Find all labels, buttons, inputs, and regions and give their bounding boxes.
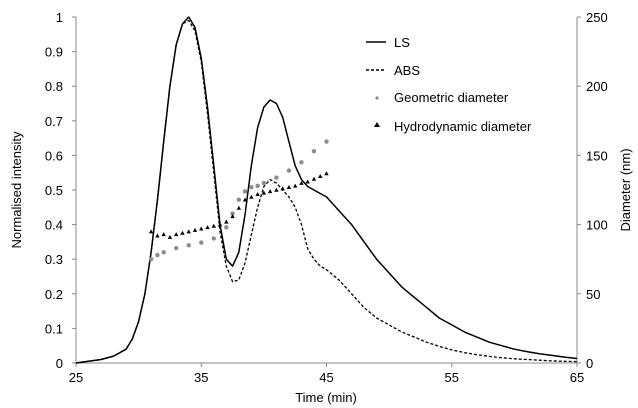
hydrodynamic-diameter-point <box>155 233 160 238</box>
hydrodynamic-diameter-point <box>148 229 154 234</box>
hydrodynamic-diameter-point <box>211 223 216 228</box>
y-left-tick-label: 0.5 <box>45 183 63 198</box>
x-tick-label: 65 <box>570 370 584 385</box>
hydrodynamic-diameter-point <box>267 189 273 194</box>
hydrodynamic-diameter-point <box>274 187 279 192</box>
hydrodynamic-diameter-point <box>292 183 298 188</box>
hydrodynamic-diameter-point <box>280 186 285 191</box>
hydrodynamic-diameter-point <box>186 229 191 234</box>
geometric-diameter-point <box>299 160 304 165</box>
y-right-tick-label: 50 <box>586 287 600 302</box>
hydrodynamic-diameter-point <box>205 225 210 230</box>
hydrodynamic-diameter-point <box>224 219 229 224</box>
y-axis-right-label: Diameter (nm) <box>618 148 633 231</box>
y-left-tick-label: 0.2 <box>45 287 63 302</box>
geometric-diameter-point <box>242 189 248 194</box>
series-layer <box>75 16 578 364</box>
geometric-diameter-point <box>211 236 216 241</box>
hydrodynamic-diameter-point <box>261 190 267 195</box>
hydrodynamic-diameter-point <box>242 197 248 202</box>
y-right-tick-label: 0 <box>586 356 593 371</box>
legend-ls-label: LS <box>394 35 410 50</box>
y-left-tick-label: 1 <box>56 10 63 25</box>
y-left-tick-label: 0.3 <box>45 252 63 267</box>
hydrodynamic-diameter-point <box>180 230 185 235</box>
legend-hydrodynamic-label: Hydrodynamic diameter <box>394 119 532 134</box>
y-right-tick-label: 100 <box>586 218 608 233</box>
y-left-tick-label: 0.8 <box>45 79 63 94</box>
legend-geometric-marker <box>375 96 379 100</box>
hydrodynamic-diameter-point <box>192 227 198 232</box>
hydrodynamic-diameter-point <box>236 205 242 210</box>
y-left-tick-label: 0 <box>56 356 63 371</box>
hydrodynamic-diameter-point <box>305 179 310 184</box>
x-tick-label: 25 <box>69 370 83 385</box>
hydrodynamic-diameter-point <box>255 191 260 196</box>
hydrodynamic-diameter-point <box>299 180 304 185</box>
geometric-diameter-point <box>148 257 154 262</box>
geometric-diameter-point <box>274 175 279 180</box>
hydrodynamic-diameter-point <box>217 222 223 227</box>
geometric-diameter-point <box>224 225 229 230</box>
legend-abs-label: ABS <box>394 63 420 78</box>
y-left-tick-label: 0.1 <box>45 321 63 336</box>
x-tick-label: 45 <box>319 370 333 385</box>
legend: LS ABS Geometric diameter Hydrodynamic d… <box>366 35 532 134</box>
y-left-tick-label: 0.9 <box>45 45 63 60</box>
geometric-diameter-point <box>199 240 204 245</box>
legend-hydrodynamic-marker <box>374 122 380 127</box>
geometric-diameter-point <box>186 243 191 248</box>
y-left-tick-label: 0.7 <box>45 114 63 129</box>
geometric-diameter-point <box>255 183 260 189</box>
tick-labels: 25 35 45 55 6500.10.20.30.40.50.60.70.80.910… <box>45 10 608 385</box>
geometric-diameter-point <box>155 252 160 258</box>
hydrodynamic-diameter-point <box>230 214 235 219</box>
legend-geometric-label: Geometric diameter <box>394 90 509 105</box>
y-right-tick-label: 200 <box>586 79 608 94</box>
geometric-diameter-point <box>261 180 267 186</box>
y-axis-left-label: Normalised intensity <box>9 131 24 249</box>
series-abs-line <box>75 19 578 364</box>
geometric-diameter-point <box>161 250 166 255</box>
series-ls-line <box>75 16 578 364</box>
hydrodynamic-diameter-point <box>161 232 166 237</box>
hydrodynamic-diameter-point <box>318 173 323 178</box>
hydrodynamic-diameter-point <box>286 185 292 190</box>
geometric-diameter-point <box>311 149 317 154</box>
hydrodynamic-diameter-point <box>167 234 173 239</box>
x-tick-label: 55 <box>445 370 459 385</box>
geometric-diameter-point <box>249 185 254 190</box>
hydrodynamic-diameter-point <box>249 194 254 199</box>
x-axis-label: Time (min) <box>295 390 357 405</box>
hydrodynamic-diameter-point <box>174 232 179 237</box>
hydrodynamic-diameter-point <box>311 176 317 181</box>
y-right-tick-label: 250 <box>586 10 608 25</box>
hydrodynamic-diameter-point <box>324 171 329 176</box>
hydrodynamic-diameter-point <box>199 226 204 231</box>
y-left-tick-label: 0.4 <box>45 218 63 233</box>
geometric-diameter-point <box>324 139 329 144</box>
geometric-diameter-point <box>236 197 242 202</box>
y-right-tick-label: 150 <box>586 148 608 163</box>
y-left-tick-label: 0.6 <box>45 148 63 163</box>
x-tick-label: 35 <box>194 370 208 385</box>
geometric-diameter-point <box>174 245 179 251</box>
geometric-diameter-point <box>286 168 292 173</box>
geometric-diameter-point <box>230 211 235 216</box>
